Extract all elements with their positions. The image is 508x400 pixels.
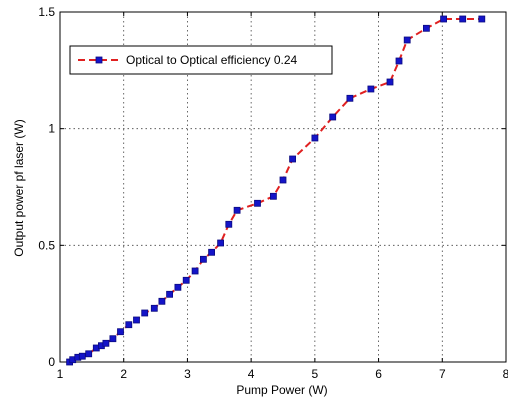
data-point <box>403 36 411 44</box>
x-tick-label: 8 <box>503 367 508 381</box>
x-tick-label: 7 <box>439 367 446 381</box>
data-point <box>395 57 403 65</box>
data-point <box>346 94 354 102</box>
data-point <box>174 283 182 291</box>
series-layer <box>66 15 486 366</box>
data-point <box>422 24 430 32</box>
data-point <box>311 134 319 142</box>
x-tick-label: 4 <box>248 367 255 381</box>
y-axis-label: Output power pf laser (W) <box>12 119 26 256</box>
data-point <box>117 328 124 336</box>
data-point <box>158 297 166 305</box>
data-point <box>182 276 190 284</box>
legend-label: Optical to Optical efficiency 0.24 <box>126 53 298 67</box>
y-tick-label: 0 <box>48 355 55 369</box>
data-point <box>233 206 241 214</box>
x-tick-label: 3 <box>184 367 191 381</box>
data-point <box>217 239 225 247</box>
data-point <box>329 113 337 121</box>
x-axis-label: Pump Power (W) <box>236 383 327 397</box>
data-point <box>289 155 297 163</box>
data-point <box>150 304 158 312</box>
data-point <box>133 316 140 324</box>
data-point <box>254 199 261 207</box>
data-point <box>440 15 448 23</box>
x-axis-ticks: 1 2 3 4 5 6 7 8 <box>57 12 508 381</box>
y-tick-label: 1 <box>48 122 55 136</box>
data-point <box>191 267 199 275</box>
x-tick-label: 2 <box>120 367 127 381</box>
data-point <box>459 15 467 23</box>
data-point <box>367 85 375 93</box>
legend: Optical to Optical efficiency 0.24 <box>69 45 333 75</box>
data-point <box>386 78 394 86</box>
data-point <box>279 176 287 184</box>
data-point <box>85 350 93 358</box>
data-point <box>102 339 110 347</box>
legend-marker-sample <box>95 56 103 64</box>
data-point <box>78 352 86 360</box>
data-point <box>125 321 133 329</box>
y-tick-label: 0.5 <box>38 238 55 252</box>
x-tick-label: 5 <box>312 367 319 381</box>
y-axis-ticks: 0 0.5 1 1.5 <box>38 5 506 369</box>
data-point <box>269 192 277 200</box>
data-point <box>109 335 117 343</box>
x-tick-label: 1 <box>57 367 64 381</box>
y-tick-label: 1.5 <box>38 5 55 19</box>
data-point <box>208 248 216 256</box>
x-tick-label: 6 <box>375 367 382 381</box>
data-point <box>199 255 207 263</box>
data-point <box>141 309 149 317</box>
data-point <box>166 290 174 298</box>
data-point <box>478 15 486 23</box>
data-point <box>225 220 233 228</box>
